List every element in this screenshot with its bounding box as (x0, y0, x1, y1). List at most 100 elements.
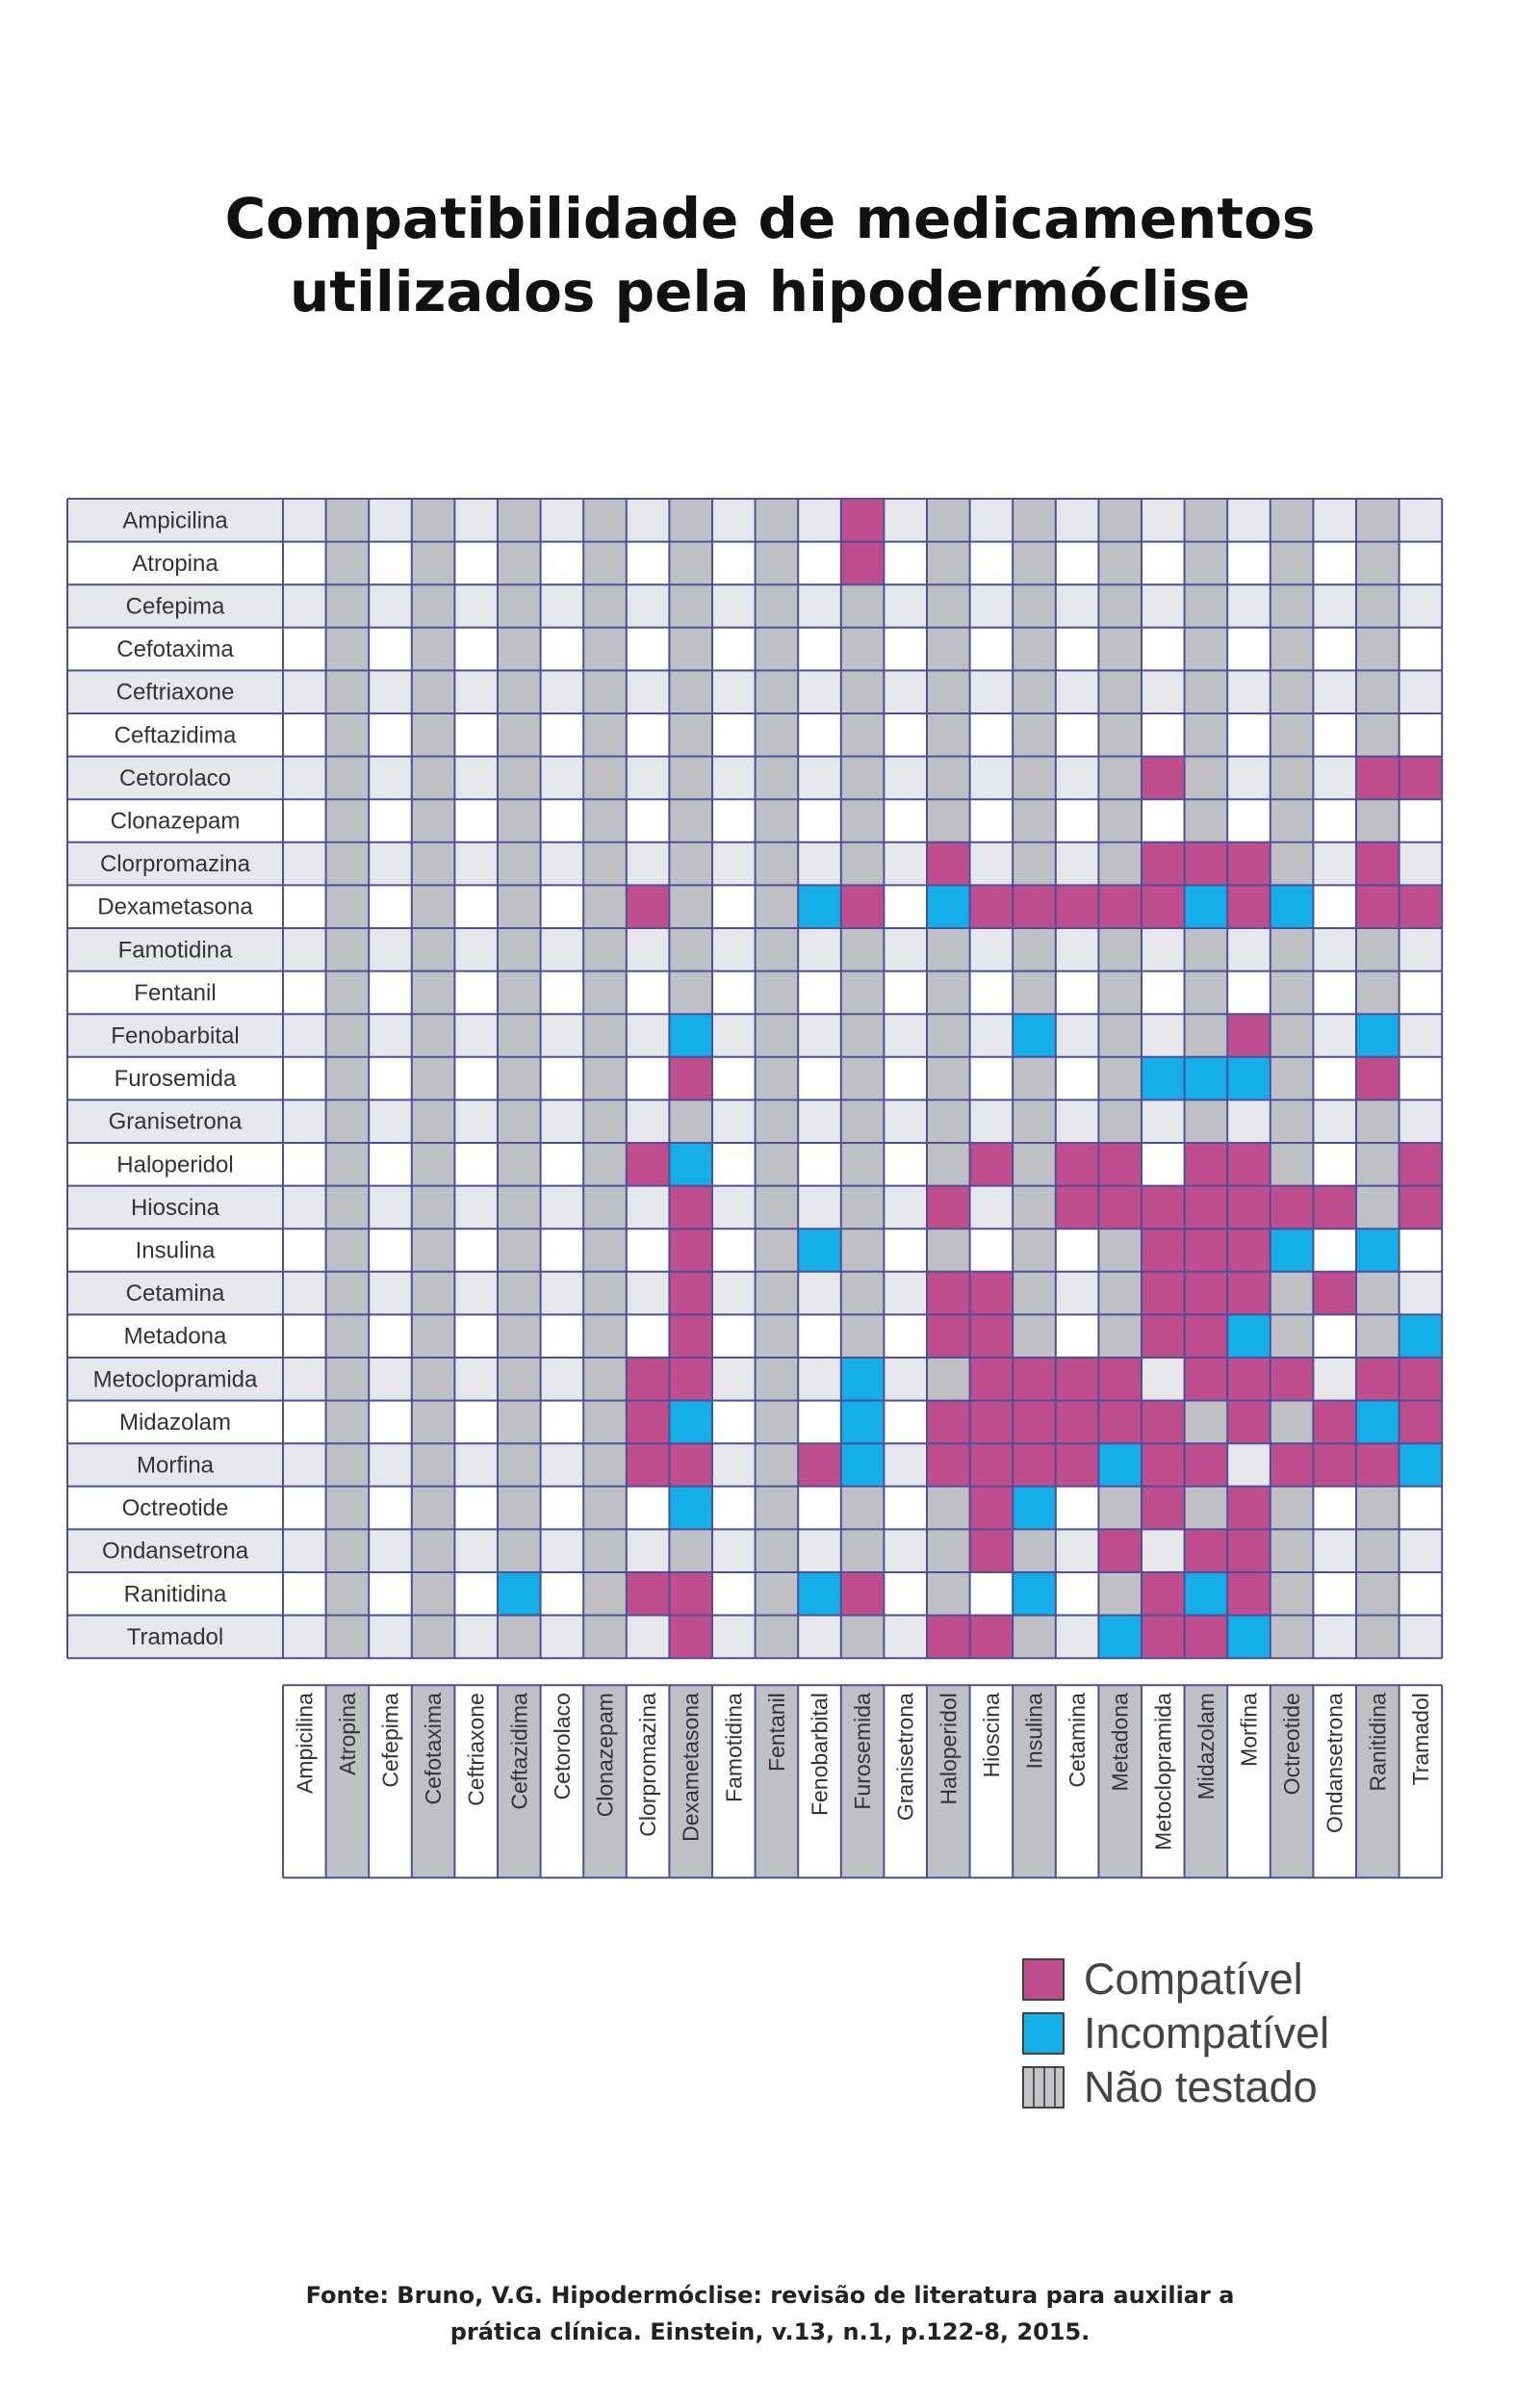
cell-compatible (969, 1358, 1014, 1401)
matrix-cell (454, 1572, 498, 1616)
matrix-cell (927, 713, 970, 757)
matrix-cell (540, 1314, 584, 1358)
matrix-cell (1013, 541, 1056, 585)
matrix-cell (798, 1143, 841, 1186)
matrix-cell (1013, 1529, 1056, 1572)
matrix-cell (1142, 627, 1185, 671)
matrix-cell (712, 841, 756, 886)
matrix-cell (712, 756, 756, 800)
matrix-cell (1313, 885, 1356, 928)
column-label: Ranitidina (1365, 1693, 1390, 1791)
matrix-cell (369, 1271, 412, 1315)
matrix-cell (755, 1185, 799, 1229)
matrix-cell (712, 1358, 756, 1401)
matrix-cell (540, 1056, 584, 1100)
matrix-cell (283, 885, 326, 928)
cell-compatible (669, 1185, 712, 1229)
matrix-cell (369, 841, 412, 886)
matrix-cell (1270, 584, 1314, 628)
matrix-cell (325, 1358, 370, 1401)
matrix-cell (411, 1572, 455, 1616)
matrix-cell (755, 1400, 799, 1444)
matrix-cell (1184, 1486, 1228, 1530)
row-label: Haloperidol (116, 1152, 233, 1178)
matrix-cell (927, 499, 970, 542)
matrix-cell (283, 670, 326, 713)
matrix-cell (1270, 1615, 1314, 1659)
matrix-cell (325, 1143, 370, 1186)
cell-compatible (669, 1358, 712, 1401)
matrix-cell (369, 1143, 412, 1186)
matrix-cell (1098, 670, 1142, 713)
cell-compatible (1142, 1185, 1185, 1229)
matrix-cell (1270, 1100, 1314, 1143)
matrix-cell (1227, 1443, 1270, 1487)
matrix-cell (325, 1572, 370, 1616)
matrix-cell (798, 799, 841, 842)
matrix-cell (369, 670, 412, 713)
matrix-cell (798, 1400, 841, 1444)
matrix-cell (712, 1615, 756, 1659)
matrix-cell (325, 1615, 370, 1659)
matrix-cell (1399, 1271, 1443, 1315)
matrix-cell (583, 1486, 627, 1530)
legend: Compatível Incompatível Não testado (1022, 1953, 1329, 2114)
cell-incompatible (1184, 1572, 1228, 1616)
matrix-cell (540, 1185, 584, 1229)
matrix-cell (712, 1229, 756, 1272)
cell-compatible (1227, 1400, 1270, 1444)
cell-incompatible (669, 1486, 712, 1530)
matrix-cell (325, 713, 370, 757)
matrix-cell (1184, 627, 1228, 671)
matrix-cell (798, 841, 841, 886)
matrix-cell (411, 1014, 455, 1057)
matrix-cell (583, 1615, 627, 1659)
matrix-cell (498, 1529, 541, 1572)
matrix-cell (498, 1185, 541, 1229)
matrix-cell (1313, 1572, 1356, 1616)
matrix-cell (540, 1271, 584, 1315)
matrix-cell (927, 928, 970, 971)
matrix-cell (1356, 1314, 1399, 1358)
matrix-cell (755, 971, 799, 1015)
matrix-cell (1098, 627, 1142, 671)
row-label-cell (67, 971, 283, 1015)
matrix-cell (1399, 1229, 1443, 1272)
column-label: Clorpromazina (635, 1693, 660, 1837)
cell-compatible (840, 885, 885, 928)
matrix-cell (1055, 627, 1099, 671)
matrix-cell (283, 799, 326, 842)
matrix-cell (1399, 1100, 1443, 1143)
matrix-cell (755, 713, 799, 757)
matrix-cell (1270, 627, 1314, 671)
matrix-cell (1055, 1100, 1099, 1143)
column-label-cell (884, 1685, 927, 1878)
cell-compatible (1098, 885, 1142, 928)
matrix-cell (498, 971, 541, 1015)
matrix-cell (626, 584, 670, 628)
cell-compatible (1013, 1443, 1056, 1487)
matrix-cell (325, 1100, 370, 1143)
cell-compatible (1142, 885, 1185, 928)
matrix-cell (369, 1486, 412, 1530)
column-label-cell (1356, 1685, 1399, 1878)
column-label-cell (626, 1685, 670, 1878)
matrix-cell (840, 713, 885, 757)
row-label-cell (67, 670, 283, 713)
cell-incompatible (1184, 1056, 1228, 1100)
cell-compatible (1313, 1443, 1356, 1487)
matrix-cell (1270, 841, 1314, 886)
column-label: Fentanil (764, 1693, 789, 1772)
column-label: Furosemida (850, 1693, 875, 1810)
matrix-cell (626, 971, 670, 1015)
row-label: Tramadol (127, 1624, 223, 1650)
matrix-cell (498, 541, 541, 585)
matrix-cell (325, 928, 370, 971)
matrix-cell (1013, 1229, 1056, 1272)
column-label-cell (369, 1685, 412, 1878)
cell-compatible (1399, 756, 1443, 800)
matrix-cell (283, 1014, 326, 1057)
column-label: Haloperidol (936, 1693, 961, 1804)
row-label: Ampicilina (122, 507, 228, 533)
matrix-cell (798, 627, 841, 671)
